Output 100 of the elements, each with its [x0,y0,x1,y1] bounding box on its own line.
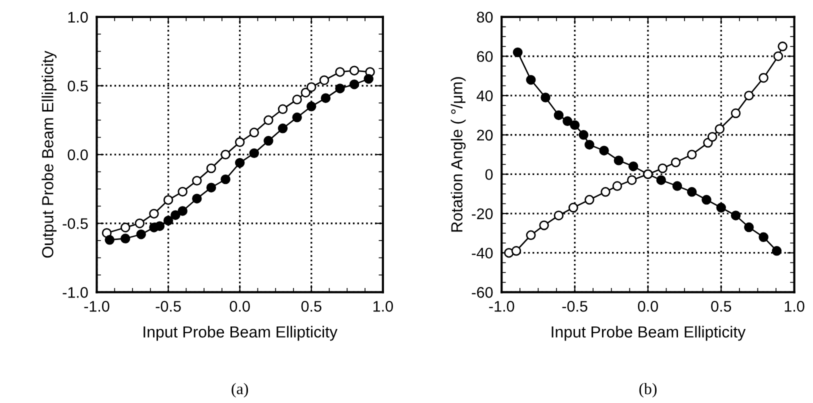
point [656,175,666,185]
y-tick-label: 1.0 [68,12,88,23]
x-tick-label: -0.5 [562,300,588,312]
point [319,75,330,86]
point [278,104,288,114]
point [178,186,188,197]
point [134,218,145,228]
point [758,232,768,242]
point [163,195,174,205]
point [206,182,216,192]
point [278,124,288,134]
point [702,194,712,205]
point [335,84,345,94]
point [192,176,202,186]
point [658,163,668,174]
point [570,120,580,130]
point [628,161,638,172]
point [206,163,216,174]
x-tick-label: -1.0 [489,300,514,312]
point [730,210,741,220]
point [670,158,681,168]
point [512,47,523,58]
point [154,221,165,231]
point [264,136,274,146]
point [526,230,536,240]
point [707,132,718,142]
point [220,174,230,184]
y-tick-label: -1.0 [62,287,88,298]
point [120,234,130,244]
point [234,137,245,148]
point [540,92,550,102]
y-tick-label: -0.5 [62,218,88,230]
point [584,194,594,205]
y-axis-title: Output Probe Beam Ellipticity [42,50,57,258]
y-tick-label: -40 [472,248,493,259]
y-tick-label: 0.5 [68,80,88,92]
x-axis-title: Input Probe Beam Ellipticity [144,326,338,341]
point [687,150,697,160]
x-tick-label: 0.5 [301,300,322,312]
text: (b) [639,383,657,398]
y-tick-label: 40 [476,90,493,102]
point [672,181,682,191]
x-axis-title: Input Probe Beam Ellipticity [552,326,746,341]
point [578,130,588,140]
y-tick-label: -20 [472,208,493,220]
point [714,124,725,134]
point [306,102,316,112]
point [192,194,202,204]
x-tick-label: 0.0 [230,300,250,312]
x-tick-label: -0.5 [156,300,181,312]
point [554,210,564,220]
y-tick-label: 0.0 [68,149,88,160]
text: (a) [232,383,248,398]
point [687,187,697,197]
point [292,112,302,122]
point [730,108,741,118]
point [758,73,768,83]
y-tick-label: 20 [477,130,493,141]
point [539,220,549,230]
point [136,230,146,240]
y-tick-label: 0 [485,169,493,180]
y-axis-title: Rotation Angle ( °/μm) [450,77,466,232]
point [249,128,260,138]
point [511,246,522,256]
point [600,187,610,197]
x-tick-label: 0.0 [638,300,658,312]
point [772,246,782,256]
point [264,115,274,126]
point [320,93,331,103]
point [612,181,622,191]
point [744,90,754,100]
point [349,80,360,90]
point [335,67,345,77]
point [163,216,174,226]
point [364,74,374,84]
point [614,156,624,166]
point [234,158,245,168]
point [744,222,754,232]
point [249,148,260,158]
point [716,202,726,212]
point [300,88,311,98]
point [220,150,230,160]
point [773,51,784,62]
point [526,74,536,85]
x-tick-label: 1.0 [784,300,804,312]
point [104,235,114,245]
point [120,222,130,232]
point [292,94,302,104]
y-tick-label: -60 [472,287,493,298]
point [349,66,360,76]
x-tick-label: 0.5 [711,300,732,312]
point [149,208,159,219]
point [584,140,594,150]
x-tick-label: 1.0 [373,300,393,312]
point [178,206,188,216]
y-tick-label: 60 [477,51,493,62]
point [599,146,609,156]
point [306,82,316,92]
point [568,202,578,212]
point [627,175,637,185]
